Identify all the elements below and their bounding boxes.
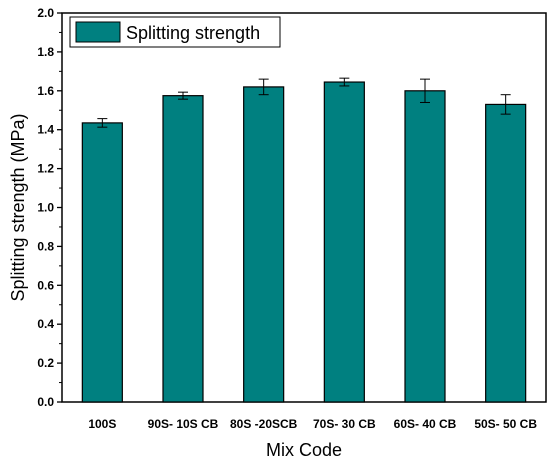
y-tick-label: 2.0 (37, 6, 54, 20)
y-tick-label: 0.8 (37, 239, 54, 253)
bar (323, 81, 365, 403)
y-axis-ticks: 0.0 0.2 0.4 0.6 0.8 1.0 1.2 1.4 1.6 1.8 2.0 (37, 6, 62, 409)
y-tick-label: 0.0 (37, 395, 54, 409)
y-tick-label: 1.4 (37, 123, 54, 137)
error-bars (97, 77, 511, 128)
bar (243, 86, 285, 403)
legend: Splitting strength (69, 16, 281, 48)
x-tick-label: 80S -20SCB (230, 417, 298, 431)
plot-border (61, 12, 547, 403)
y-tick-label: 1.8 (37, 45, 54, 59)
legend-label: Splitting strength (126, 23, 260, 43)
bar (162, 95, 204, 403)
y-tick-label: 1.6 (37, 84, 54, 98)
x-tick-label: 90S- 10S CB (148, 417, 219, 431)
y-tick-label: 1.2 (37, 162, 54, 176)
x-tick-label: 50S- 50 CB (474, 417, 537, 431)
x-axis-title: Mix Code (266, 440, 342, 460)
y-tick-label: 0.2 (37, 356, 54, 370)
x-tick-label: 60S- 40 CB (394, 417, 457, 431)
y-tick-label: 0.6 (37, 278, 54, 292)
y-axis-title: Splitting strength (MPa) (8, 113, 28, 301)
legend-swatch (75, 21, 121, 43)
bar (485, 103, 527, 403)
plot-frame (61, 12, 547, 403)
bars (81, 81, 527, 403)
x-tick-label: 70S- 30 CB (313, 417, 376, 431)
x-tick-label: 100S (88, 417, 116, 431)
bar (81, 122, 123, 403)
bar (404, 90, 446, 403)
y-tick-label: 0.4 (37, 317, 54, 331)
x-tick-labels: 100S 90S- 10S CB 80S -20SCB 70S- 30 CB 60S- … (88, 417, 537, 431)
y-tick-label: 1.0 (37, 201, 54, 215)
